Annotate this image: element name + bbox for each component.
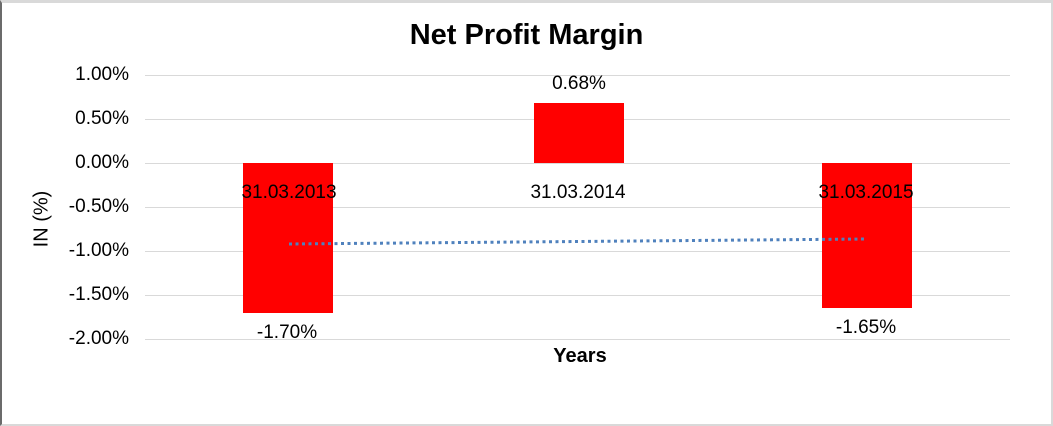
category-label-2014: 31.03.2014: [530, 182, 626, 203]
ytick-label: -0.50%: [68, 196, 129, 217]
data-label-2015: -1.65%: [835, 317, 897, 338]
category-label-2013: 31.03.2013: [241, 182, 337, 203]
gridline: [145, 295, 1010, 296]
ytick-label: -1.50%: [68, 284, 129, 305]
ytick-label: -1.00%: [68, 240, 129, 261]
data-label-2013: -1.70%: [256, 322, 318, 343]
y-axis-title: IN (%): [30, 190, 53, 248]
gridline: [145, 75, 1010, 76]
ytick-label: 0.50%: [75, 108, 129, 129]
gridline: [145, 163, 1010, 164]
gridline: [145, 339, 1010, 340]
data-label-2014: 0.68%: [552, 73, 606, 94]
bar-2014: [534, 103, 624, 163]
gridline: [145, 207, 1010, 208]
bar-2015: [822, 163, 912, 308]
category-label-2015: 31.03.2015: [818, 182, 914, 203]
gridline: [145, 251, 1010, 252]
ytick-label: 0.00%: [75, 152, 129, 173]
ytick-label: -2.00%: [68, 328, 129, 349]
chart-title: Net Profit Margin: [409, 19, 644, 51]
x-axis-title: Years: [553, 345, 607, 367]
ytick-label: 1.00%: [75, 64, 129, 85]
